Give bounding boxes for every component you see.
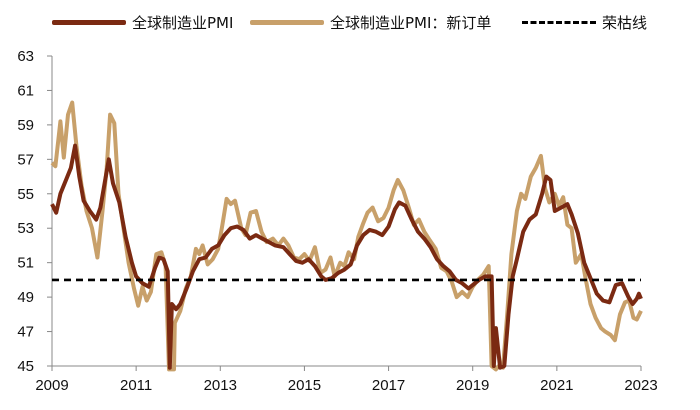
x-tick-label: 2023 [624,377,657,394]
y-tick-label: 55 [17,186,34,203]
x-tick-label: 2013 [204,377,237,394]
y-axis-ticks: 63 61 59 57 55 53 51 49 47 45 [17,48,52,375]
y-tick-label: 59 [17,117,34,134]
legend-swatch-boom-bust-line [522,20,596,24]
legend-label-pmi: 全球制造业PMI [132,13,234,32]
series-line-pmi [50,143,643,370]
legend-swatch-new-orders [250,19,324,25]
x-tick-label: 2015 [288,377,321,394]
legend-item-pmi: 全球制造业PMI [52,10,233,34]
series-line-new-orders [50,100,643,372]
axes [51,56,641,367]
x-tick-label: 2009 [35,377,68,394]
x-tick-label: 2019 [456,377,489,394]
y-tick-label: 53 [17,220,34,237]
y-tick-label: 47 [17,324,34,341]
legend-label-boom-bust-line: 荣枯线 [602,13,648,32]
series-lines [50,100,643,372]
legend-item-new-orders: 全球制造业PMI：新订单 [250,10,491,34]
legend-swatch-pmi [52,19,126,25]
x-axis-ticks: 2009 2011 2013 2015 2017 2019 2021 2023 [35,366,658,394]
legend: 全球制造业PMI 全球制造业PMI：新订单 荣枯线 [0,10,700,34]
y-tick-label: 45 [17,358,34,375]
y-tick-label: 51 [17,255,34,272]
x-tick-label: 2011 [120,377,152,394]
x-tick-label: 2021 [540,377,573,394]
legend-label-new-orders: 全球制造业PMI：新订单 [330,13,492,32]
legend-item-boom-bust-line: 荣枯线 [522,10,647,34]
y-tick-label: 57 [17,151,34,168]
y-tick-label: 49 [17,289,34,306]
y-tick-label: 61 [17,82,34,99]
y-tick-label: 63 [17,48,34,65]
x-tick-label: 2017 [372,377,405,394]
